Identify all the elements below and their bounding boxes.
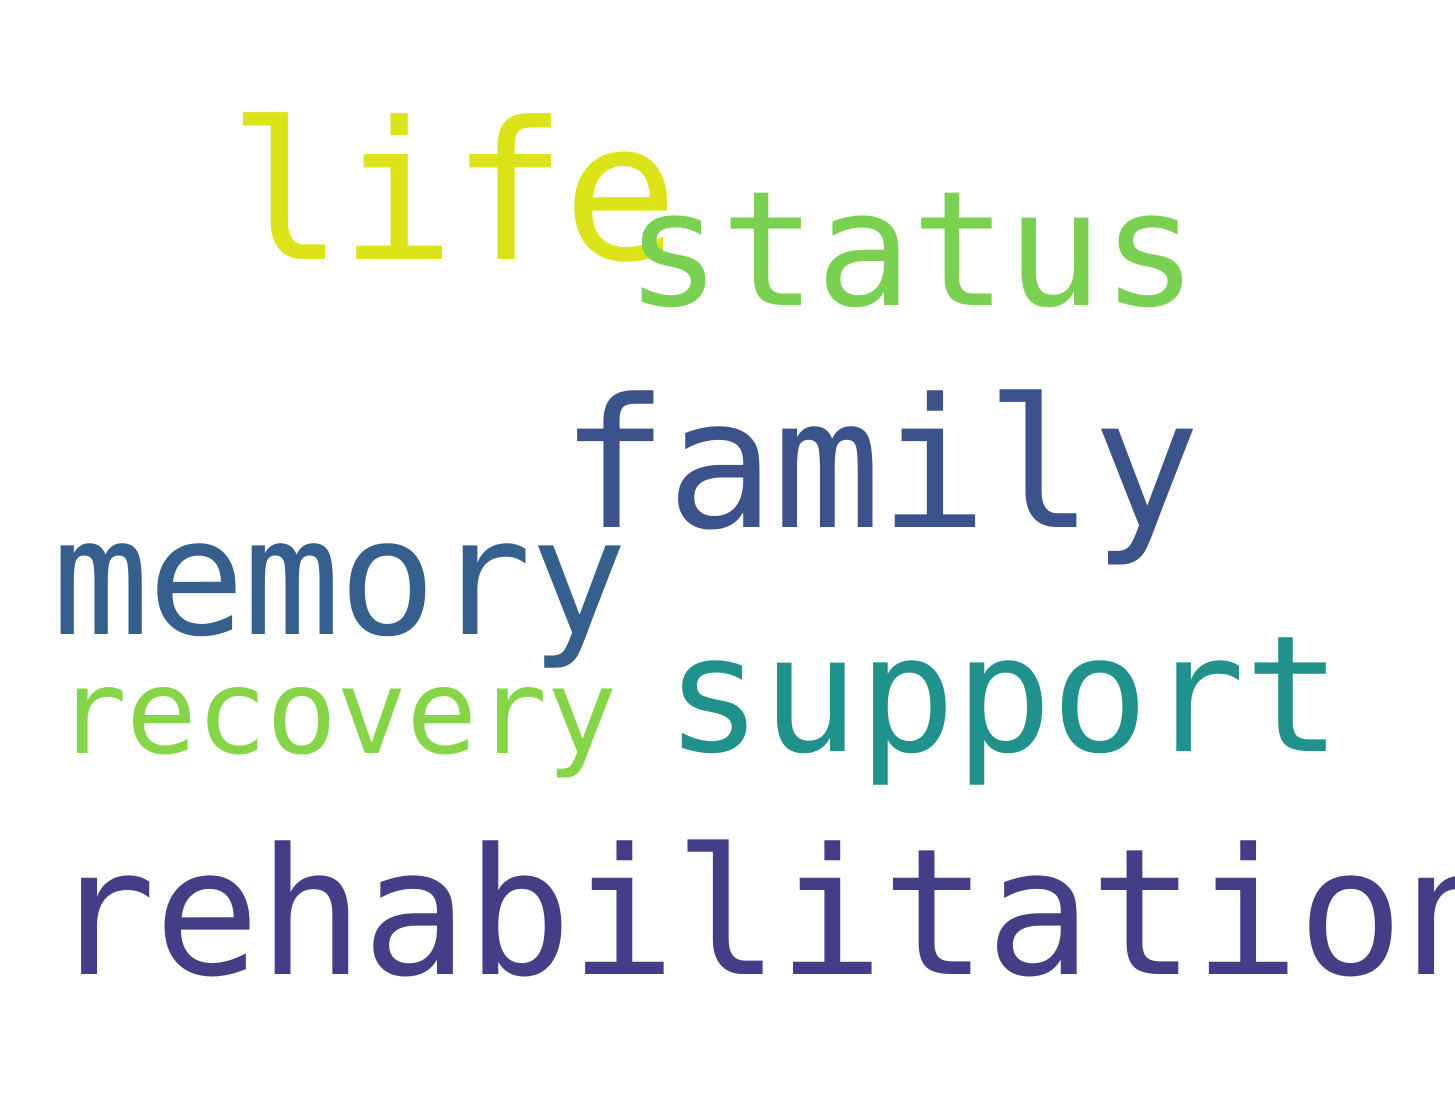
word-family: family [560,361,1200,570]
word-status: status [625,156,1198,343]
word-rehabilitation: rehabilitation [50,811,1455,1016]
word-life: life [228,82,678,305]
word-memory: memory [52,485,627,673]
word-recovery: recovery [56,643,617,781]
word-support: support [665,602,1342,790]
